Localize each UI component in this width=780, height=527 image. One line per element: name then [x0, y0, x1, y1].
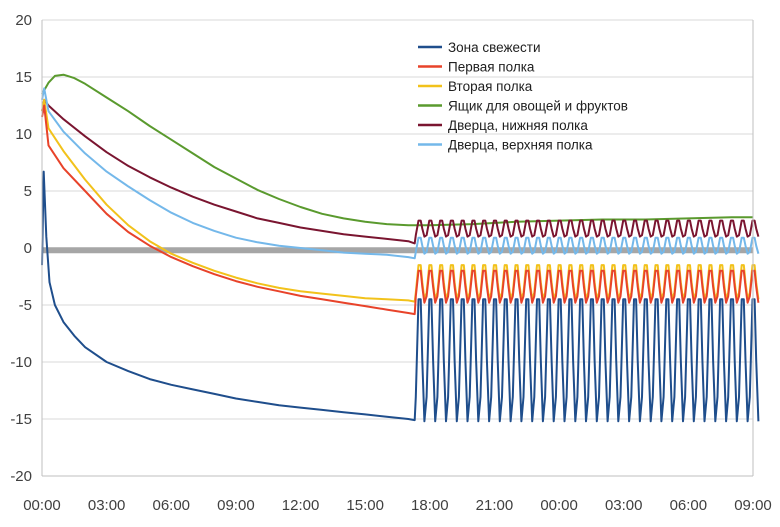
legend-label: Дверца, нижняя полка [448, 118, 588, 133]
x-tick-label: 00:00 [540, 497, 578, 514]
y-tick-label: -10 [10, 354, 32, 371]
x-tick-label: 21:00 [476, 497, 514, 514]
y-tick-label: -20 [10, 468, 32, 485]
legend-label: Первая полка [448, 60, 535, 75]
x-tick-label: 18:00 [411, 497, 449, 514]
y-tick-label: 15 [15, 69, 32, 86]
x-tick-label: 00:00 [23, 497, 61, 514]
x-tick-label: 03:00 [605, 497, 643, 514]
series-line [41, 73, 753, 227]
legend: Зона свежести Первая полка Вторая полка Ящи… [418, 40, 628, 153]
series-line [41, 170, 760, 423]
x-tick-label: 06:00 [670, 497, 708, 514]
y-tick-label: 20 [15, 12, 32, 29]
y-tick-label: 10 [15, 126, 32, 143]
x-tick-label: 06:00 [152, 497, 190, 514]
x-tick-label: 12:00 [282, 497, 320, 514]
x-tick-label: 15:00 [346, 497, 384, 514]
x-tick-label: 03:00 [88, 497, 126, 514]
series-line [41, 87, 760, 260]
legend-label: Зона свежести [448, 40, 541, 55]
series-layer [41, 73, 760, 423]
y-axis: -20 -15 -10 -5 0 5 10 15 20 [10, 12, 754, 485]
legend-label: Ящик для овощей и фруктов [448, 99, 628, 114]
x-tick-label: 09:00 [734, 497, 772, 514]
legend-label: Дверца, верхняя полка [448, 138, 593, 153]
series-line [41, 98, 760, 245]
legend-label: Вторая полка [448, 79, 533, 94]
y-tick-label: 0 [24, 240, 32, 257]
series-line [41, 104, 760, 316]
x-tick-label: 09:00 [217, 497, 255, 514]
y-tick-label: -5 [19, 297, 32, 314]
y-tick-label: 5 [24, 183, 32, 200]
y-tick-label: -15 [10, 411, 32, 428]
x-axis: 00:00 03:00 06:00 09:00 12:00 15:00 18:00 21:00… [23, 475, 772, 514]
